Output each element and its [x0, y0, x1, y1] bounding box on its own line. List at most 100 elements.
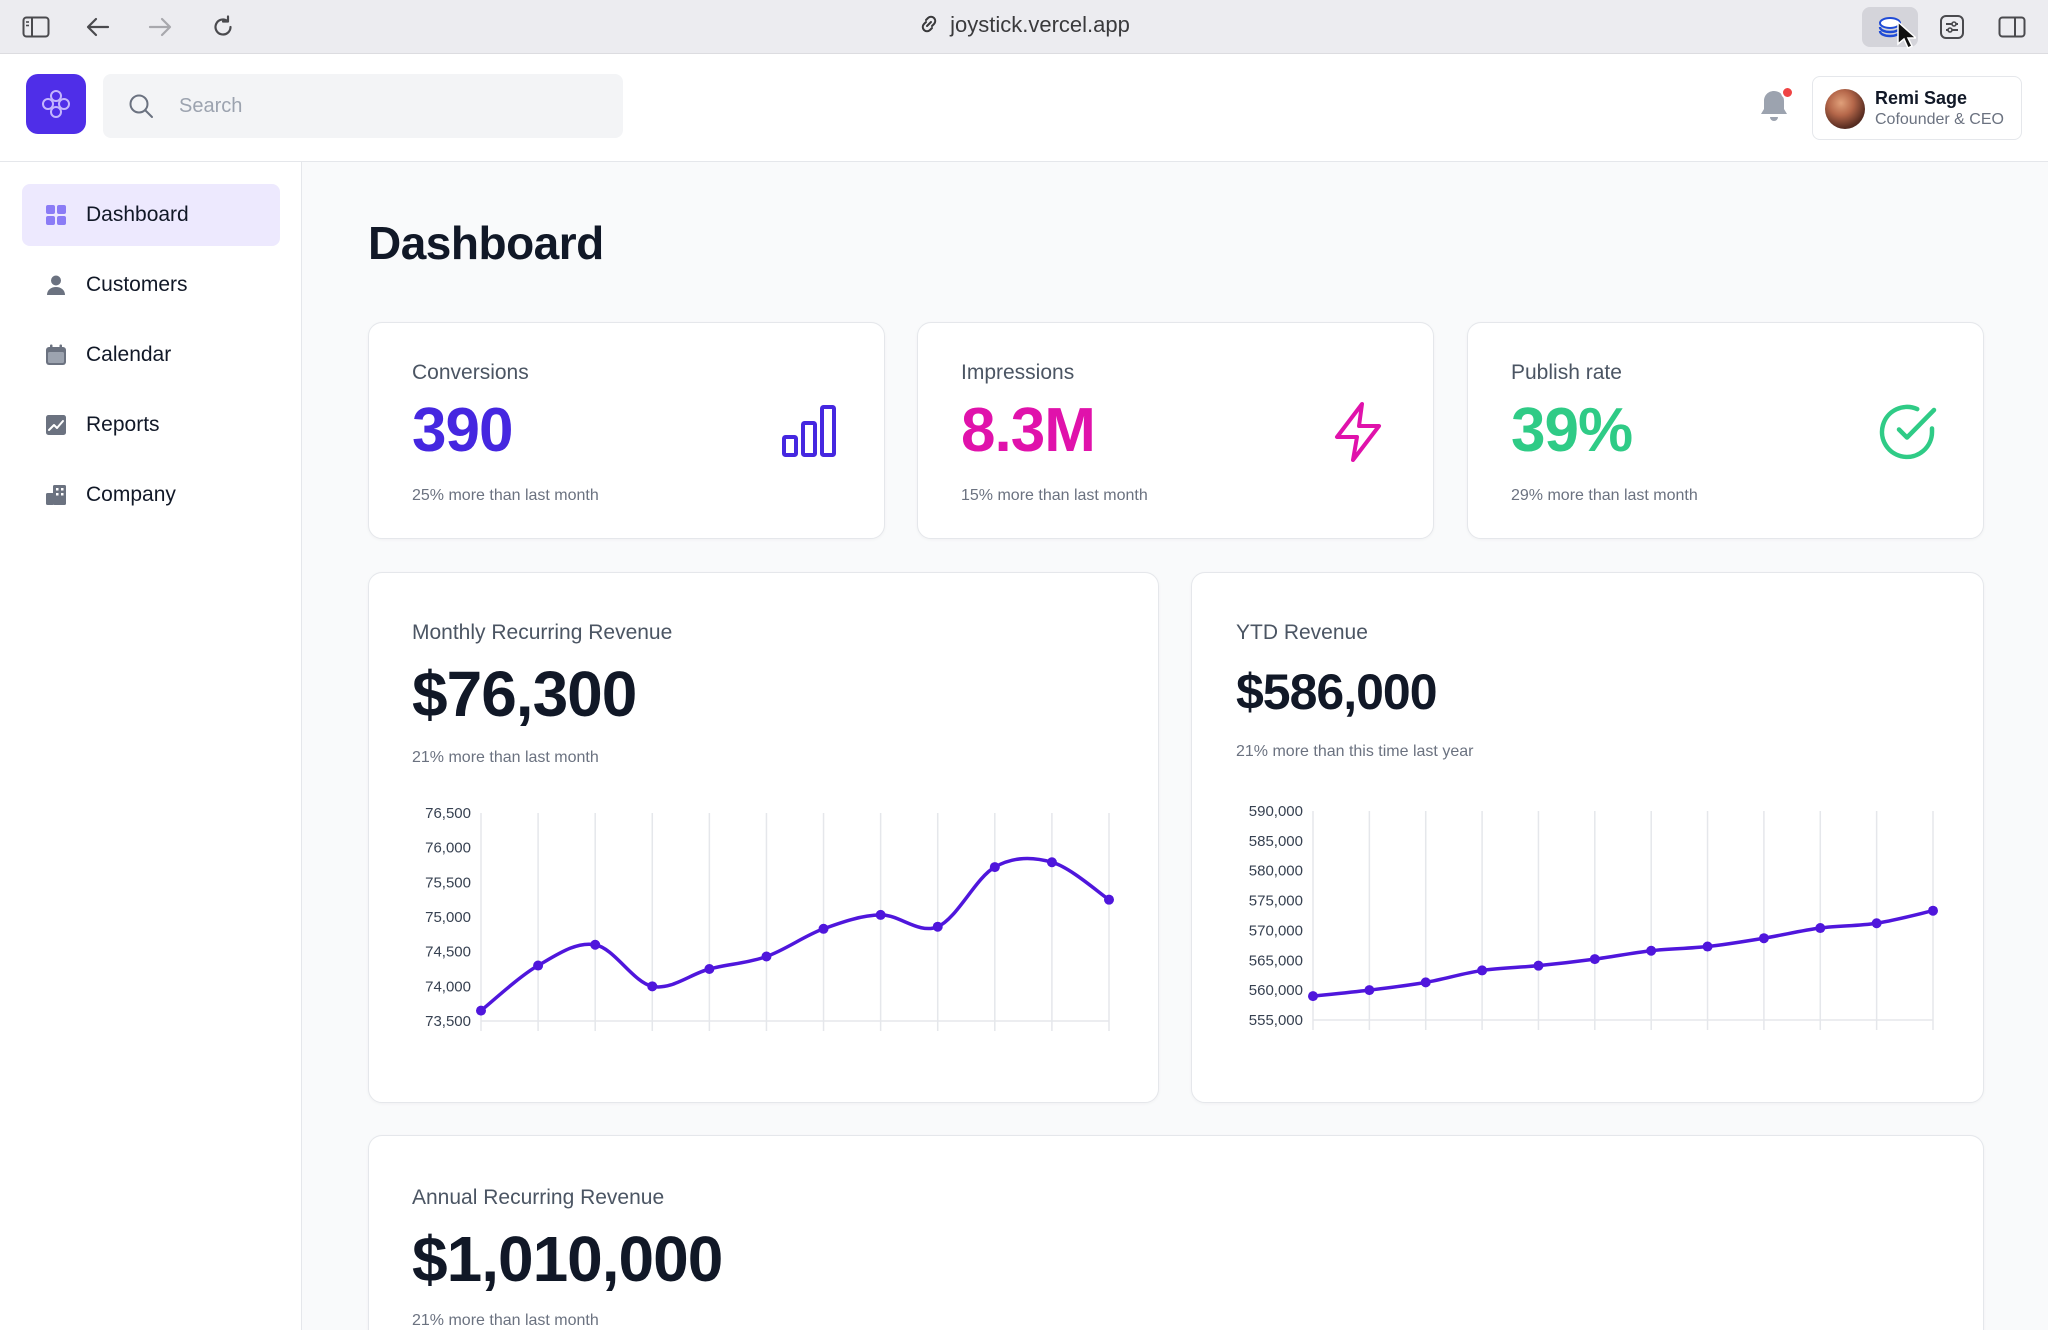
user-name: Remi Sage — [1875, 88, 1968, 108]
link-icon — [918, 13, 940, 41]
url-text: joystick.vercel.app — [950, 12, 1130, 37]
sidebar-item-label: Calendar — [86, 343, 172, 366]
stat-label: Impressions — [961, 361, 1075, 384]
data-point — [989, 862, 1000, 873]
mrr-line-chart: 76,500 76,000 75,500 75,000 74,500 74,000 73,5… — [425, 805, 1114, 1031]
app-header: Search Remi Sage Cofounder & CEO — [0, 54, 2048, 162]
y-tick-label: 555,000 — [1249, 1012, 1303, 1029]
stat-card-impressions: Impressions 8.3M 15% more than last mont… — [917, 322, 1434, 539]
sidebar-item-customers[interactable]: Customers — [22, 254, 280, 316]
card-subtext: 21% more than last month — [412, 749, 599, 766]
lightning-icon — [1329, 401, 1387, 468]
extension-settings-icon[interactable] — [1936, 11, 1968, 43]
data-point — [932, 921, 943, 932]
data-point — [1046, 857, 1057, 868]
data-point — [1702, 941, 1713, 952]
sidebar-item-label: Company — [86, 483, 176, 506]
data-point — [761, 951, 772, 962]
y-tick-label: 75,500 — [425, 874, 471, 891]
series-line — [479, 856, 1111, 1013]
data-point — [1364, 985, 1375, 996]
stat-label: Publish rate — [1511, 361, 1622, 384]
y-tick-label: 580,000 — [1249, 863, 1303, 880]
card-value: $76,300 — [412, 658, 637, 730]
y-tick-label: 560,000 — [1249, 982, 1303, 999]
data-point — [704, 964, 715, 974]
grid-icon — [44, 203, 68, 227]
search-input[interactable]: Search — [103, 74, 623, 138]
user-role: Cofounder & CEO — [1875, 111, 2004, 128]
notification-badge — [1781, 86, 1794, 99]
stat-value: 390 — [412, 396, 513, 465]
y-tick-label: 76,000 — [425, 840, 471, 857]
ytd-line-chart: 590,000 585,000 580,000 575,000 570,000 565,0… — [1249, 803, 1938, 1030]
user-profile-button[interactable]: Remi Sage Cofounder & CEO — [1812, 76, 2022, 140]
mouse-cursor-icon — [1896, 20, 1918, 55]
data-point — [1104, 894, 1114, 905]
data-point — [1589, 954, 1600, 965]
avatar — [1825, 89, 1865, 129]
user-icon — [44, 273, 68, 297]
data-point — [1420, 977, 1431, 988]
y-tick-label: 590,000 — [1249, 803, 1303, 820]
sidebar-toggle-icon[interactable] — [20, 11, 52, 43]
browser-toolbar: joystick.vercel.app — [0, 0, 2048, 54]
data-point — [1533, 960, 1544, 971]
card-subtext: 21% more than last month — [412, 1312, 599, 1329]
card-label: YTD Revenue — [1236, 621, 1368, 644]
y-tick-label: 570,000 — [1249, 922, 1303, 939]
sidebar: Dashboard Customers Calendar Reports Com… — [0, 162, 302, 1330]
bar-chart-icon — [780, 403, 838, 464]
stat-card-conversions: Conversions 390 25% more than last month — [368, 322, 885, 539]
series-line — [1311, 908, 1935, 998]
back-icon[interactable] — [82, 11, 114, 43]
stat-label: Conversions — [412, 361, 529, 384]
sidebar-item-company[interactable]: Company — [22, 464, 280, 526]
y-tick-label: 75,000 — [425, 909, 471, 926]
y-tick-label: 73,500 — [425, 1013, 471, 1030]
y-tick-label: 74,000 — [425, 978, 471, 995]
data-point — [590, 939, 601, 950]
search-icon — [129, 94, 153, 118]
sidebar-item-calendar[interactable]: Calendar — [22, 324, 280, 386]
notifications-button[interactable] — [1758, 86, 1794, 128]
stat-card-publish-rate: Publish rate 39% 29% more than last mont… — [1467, 322, 1984, 539]
app-logo[interactable] — [26, 74, 86, 134]
page-title: Dashboard — [368, 217, 604, 269]
data-point — [1928, 905, 1938, 916]
building-icon — [44, 483, 68, 507]
check-circle-icon — [1876, 401, 1938, 468]
card-label: Annual Recurring Revenue — [412, 1186, 665, 1209]
reload-icon[interactable] — [207, 11, 239, 43]
card-label: Monthly Recurring Revenue — [412, 621, 673, 644]
bell-icon — [1761, 91, 1787, 121]
sidebar-item-dashboard[interactable]: Dashboard — [22, 184, 280, 246]
data-point — [1646, 945, 1657, 956]
chart-icon — [44, 413, 68, 437]
ytd-card: YTD Revenue $586,000 21% more than this … — [1191, 572, 1984, 1103]
y-tick-label: 74,500 — [425, 944, 471, 961]
y-tick-label: 565,000 — [1249, 952, 1303, 969]
stat-subtext: 25% more than last month — [412, 487, 599, 504]
sidebar-item-label: Reports — [86, 413, 160, 436]
address-bar[interactable]: joystick.vercel.app — [0, 12, 2048, 41]
card-subtext: 21% more than this time last year — [1236, 743, 1474, 760]
data-point — [1871, 918, 1882, 929]
split-view-icon[interactable] — [1996, 11, 2028, 43]
data-point — [1477, 965, 1488, 976]
arr-card: Annual Recurring Revenue $1,010,000 21% … — [368, 1135, 1984, 1330]
calendar-icon — [44, 343, 68, 367]
data-point — [1815, 923, 1826, 934]
data-point — [476, 1005, 486, 1016]
data-point — [1308, 991, 1318, 1002]
joystick-logo-icon — [42, 90, 70, 118]
y-tick-label: 76,500 — [425, 805, 471, 822]
forward-icon[interactable] — [144, 11, 176, 43]
data-point — [875, 909, 886, 920]
data-point — [818, 923, 829, 934]
y-tick-label: 575,000 — [1249, 893, 1303, 910]
sidebar-item-label: Customers — [86, 273, 188, 296]
search-placeholder: Search — [179, 94, 243, 117]
sidebar-item-reports[interactable]: Reports — [22, 394, 280, 456]
stat-subtext: 29% more than last month — [1511, 487, 1698, 504]
